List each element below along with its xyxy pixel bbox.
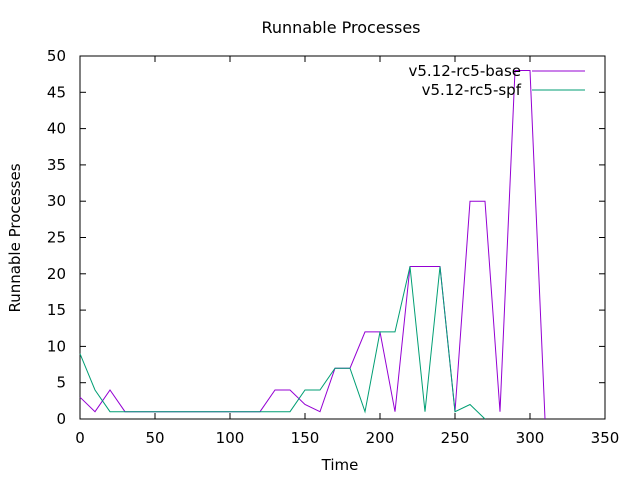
y-tick-label: 5: [56, 374, 66, 392]
x-tick-label: 200: [366, 429, 395, 447]
y-tick-label: 50: [47, 47, 66, 65]
y-tick-label: 0: [56, 410, 66, 428]
series-line-v5.12-rc5-base: [79, 70, 546, 420]
y-tick-label: 20: [47, 265, 66, 283]
y-tick-label: 30: [47, 192, 66, 210]
y-tick-label: 40: [47, 120, 66, 138]
x-tick-label: 50: [145, 429, 164, 447]
chart-title: Runnable Processes: [261, 18, 420, 37]
series-layer: [79, 70, 546, 420]
series-line-v5.12-rc5-spf: [79, 266, 486, 420]
y-tick-label: 15: [47, 301, 66, 319]
y-tick-label: 25: [47, 229, 66, 247]
y-tick-label: 10: [47, 337, 66, 355]
x-tick-label: 300: [516, 429, 545, 447]
x-axis: 0 50 100 150 200 250 300 350: [75, 56, 619, 447]
legend-label: v5.12-rc5-spf: [422, 81, 522, 99]
y-tick-label: 35: [47, 156, 66, 174]
y-tick-label: 45: [47, 83, 66, 101]
y-axis: 0 5 10 15 20 25 30 35 40 45 50: [47, 47, 605, 428]
x-tick-label: 250: [441, 429, 470, 447]
y-axis-label: Runnable Processes: [6, 163, 24, 312]
x-tick-label: 0: [75, 429, 85, 447]
x-axis-label: Time: [321, 456, 359, 474]
x-tick-label: 150: [291, 429, 320, 447]
plot-border: [79, 55, 606, 420]
x-tick-label: 100: [216, 429, 245, 447]
x-tick-label: 350: [591, 429, 620, 447]
legend-label: v5.12-rc5-base: [409, 62, 522, 80]
